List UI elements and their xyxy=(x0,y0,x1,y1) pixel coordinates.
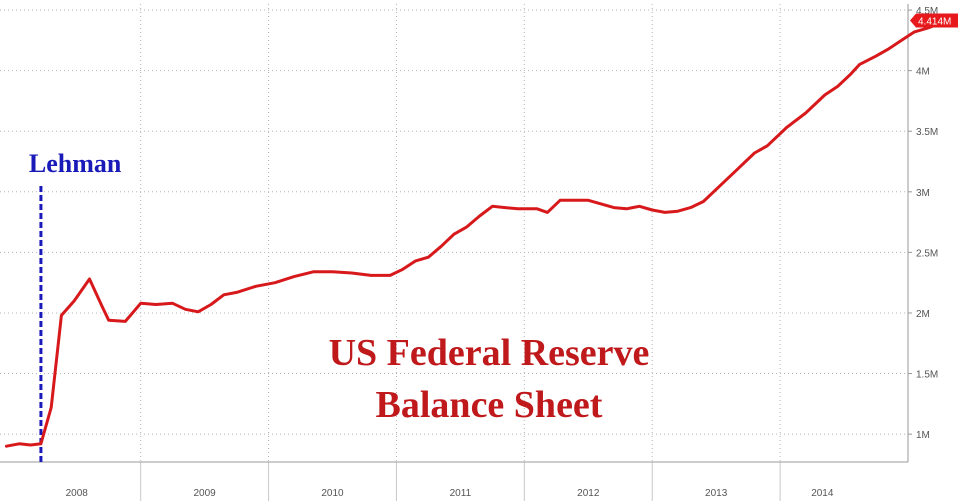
grid-layer xyxy=(0,4,908,462)
y-tick-label: 3M xyxy=(916,188,930,199)
x-tick-label: 2009 xyxy=(193,488,216,499)
y-tick-label: 4.5M xyxy=(916,6,938,17)
x-tick-label: 2008 xyxy=(66,488,89,499)
title-line-2: Balance Sheet xyxy=(376,384,603,426)
label-layer: 4.414M xyxy=(910,13,958,27)
y-tick-label: 2M xyxy=(916,309,930,320)
annotation-layer: Lehman xyxy=(29,149,122,462)
y-tick-label: 3.5M xyxy=(916,127,938,138)
balance-sheet-series-line xyxy=(4,19,958,448)
x-tick-label: 2012 xyxy=(577,488,600,499)
y-tick-label: 1M xyxy=(916,430,930,441)
y-tick-label: 4M xyxy=(916,67,930,78)
y-tick-label: 1.5M xyxy=(916,370,938,381)
last-value-badge xyxy=(910,13,958,28)
axis-layer: 1M 1.5M 2M 2.5M 3M 3.5M 4M 4.5M 2008 2009 2010 2011… xyxy=(0,4,938,501)
x-tick-label: 2010 xyxy=(321,488,344,499)
chart-title: US Federal Reserve Balance Sheet xyxy=(329,332,650,426)
x-tick-label: 2011 xyxy=(450,488,472,499)
x-tick-label: 2014 xyxy=(811,488,834,499)
lehman-label: Lehman xyxy=(29,149,122,178)
series-layer xyxy=(4,19,958,448)
y-tick-label: 2.5M xyxy=(916,248,938,259)
title-line-1: US Federal Reserve xyxy=(329,332,650,374)
last-value-label: 4.414M xyxy=(918,16,951,27)
x-tick-label: 2013 xyxy=(705,488,728,499)
